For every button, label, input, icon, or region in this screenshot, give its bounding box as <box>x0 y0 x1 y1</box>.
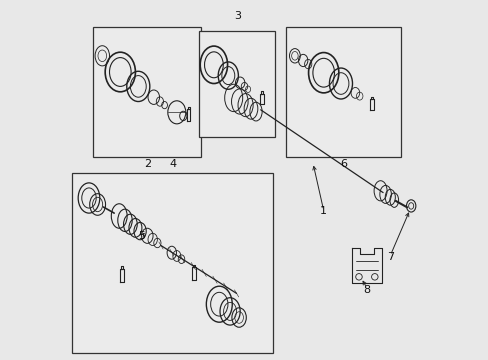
Bar <box>285 27 400 157</box>
Bar <box>93 27 201 157</box>
Text: 5: 5 <box>138 231 145 241</box>
Text: 4: 4 <box>168 159 176 169</box>
Text: 1: 1 <box>320 206 326 216</box>
Text: 8: 8 <box>363 285 370 295</box>
Text: 7: 7 <box>386 252 393 262</box>
Text: 3: 3 <box>233 11 240 21</box>
Text: 2: 2 <box>143 159 151 169</box>
Text: 6: 6 <box>339 159 346 169</box>
Bar <box>199 31 275 137</box>
Bar <box>72 173 273 353</box>
